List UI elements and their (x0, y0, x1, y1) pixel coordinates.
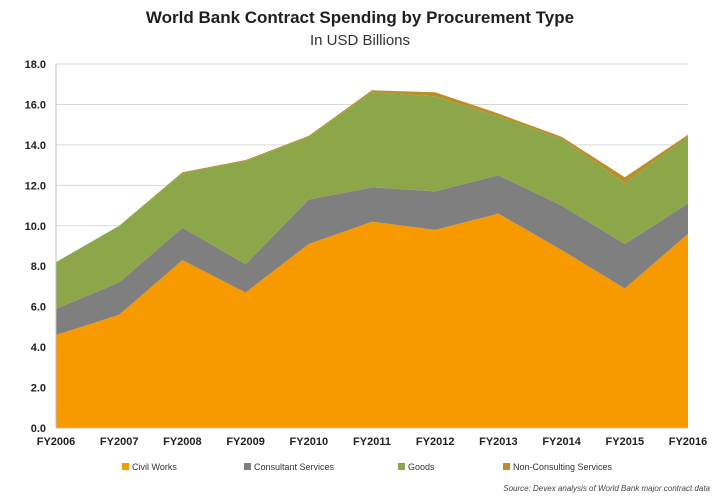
y-tick-label: 2.0 (31, 383, 46, 395)
x-tick-label: FY2013 (479, 436, 518, 448)
x-tick-label: FY2012 (416, 436, 455, 448)
legend-label: Civil Works (132, 462, 177, 472)
x-tick-label: FY2006 (37, 436, 76, 448)
x-tick-label: FY2015 (606, 436, 645, 448)
legend-swatch (398, 463, 405, 470)
y-tick-label: 0.0 (31, 423, 46, 435)
legend-item: Non-Consulting Services (503, 462, 613, 472)
chart-title: World Bank Contract Spending by Procurem… (145, 8, 575, 27)
y-tick-label: 6.0 (31, 302, 46, 314)
x-tick-label: FY2008 (163, 436, 202, 448)
y-tick-label: 16.0 (25, 99, 46, 111)
y-tick-label: 8.0 (31, 261, 46, 273)
axes (55, 64, 688, 429)
y-tick-label: 4.0 (31, 342, 46, 354)
source-note: Source: Devex analysis of World Bank maj… (503, 484, 710, 493)
area-series-consultant-services (56, 175, 688, 335)
legend: Civil Works Consultant Services Goods Non-C… (122, 462, 613, 472)
legend-label: Consultant Services (254, 462, 335, 472)
legend-swatch (503, 463, 510, 470)
area-series-civil-works (56, 213, 688, 428)
legend-swatch (244, 463, 251, 470)
x-tick-label: FY2007 (100, 436, 139, 448)
x-tick-label: FY2010 (290, 436, 329, 448)
x-tick-label: FY2014 (542, 436, 581, 448)
area-series-goods (56, 92, 688, 309)
legend-item: Consultant Services (244, 462, 335, 472)
y-tick-label: 18.0 (25, 59, 46, 71)
y-tick-label: 12.0 (25, 180, 46, 192)
chart-subtitle: In USD Billions (309, 32, 411, 49)
series-areas (56, 90, 688, 428)
x-tick-label: FY2009 (226, 436, 265, 448)
y-tick-label: 10.0 (25, 221, 46, 233)
legend-item: Goods (398, 462, 435, 472)
x-tick-label: FY2011 (353, 436, 391, 448)
legend-item: Civil Works (122, 462, 177, 472)
x-tick-label: FY2016 (669, 436, 708, 448)
y-axis-ticks: 0.0 2.0 4.0 6.0 8.0 10.0 12.0 14.0 16.0 18.0 (25, 59, 46, 435)
legend-swatch (122, 463, 129, 470)
legend-label: Goods (408, 462, 435, 472)
x-axis-ticks: FY2006 FY2007 FY2008 FY2009 FY2010 FY2011 FY20… (37, 436, 708, 448)
y-tick-label: 14.0 (25, 140, 46, 152)
legend-label: Non-Consulting Services (513, 462, 613, 472)
